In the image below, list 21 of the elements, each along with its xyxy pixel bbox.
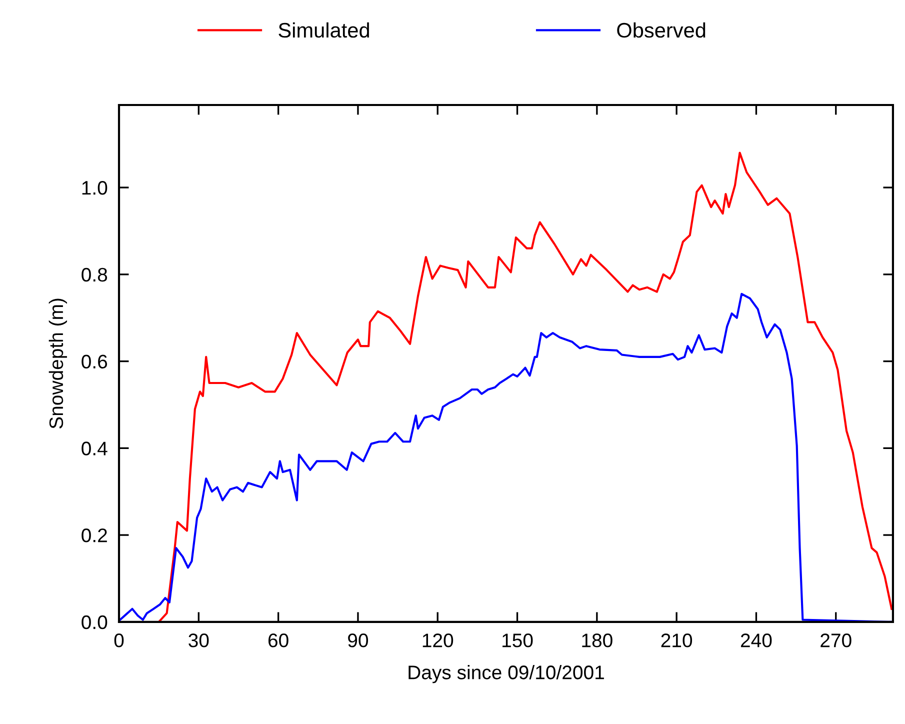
legend-label: Simulated	[278, 22, 369, 38]
x-tick-label: 120	[422, 634, 454, 648]
x-tick-label: 240	[740, 634, 772, 648]
y-axis-title: Snowdepth (m)	[48, 298, 67, 428]
x-axis-title: Days since 09/10/2001	[408, 665, 604, 684]
x-tick-label: 150	[502, 634, 533, 648]
y-tick-label: 0.6	[82, 354, 108, 369]
x-tick-label: 180	[582, 634, 612, 648]
y-tick-label: 0.2	[82, 528, 107, 542]
x-tick-label: 0	[114, 634, 124, 648]
x-tick-label: 60	[268, 634, 288, 648]
x-tick-label: 30	[188, 634, 209, 648]
legend-label: Observed	[617, 22, 706, 38]
x-tick-label: 270	[820, 634, 852, 648]
x-tick-label: 90	[348, 634, 368, 648]
y-tick-label: 0.0	[82, 615, 108, 630]
x-tick-label: 210	[661, 634, 692, 648]
y-tick-label: 1.0	[82, 180, 108, 195]
y-tick-label: 0.8	[82, 268, 108, 282]
y-tick-label: 0.4	[82, 442, 108, 456]
line-series	[158, 152, 893, 622]
